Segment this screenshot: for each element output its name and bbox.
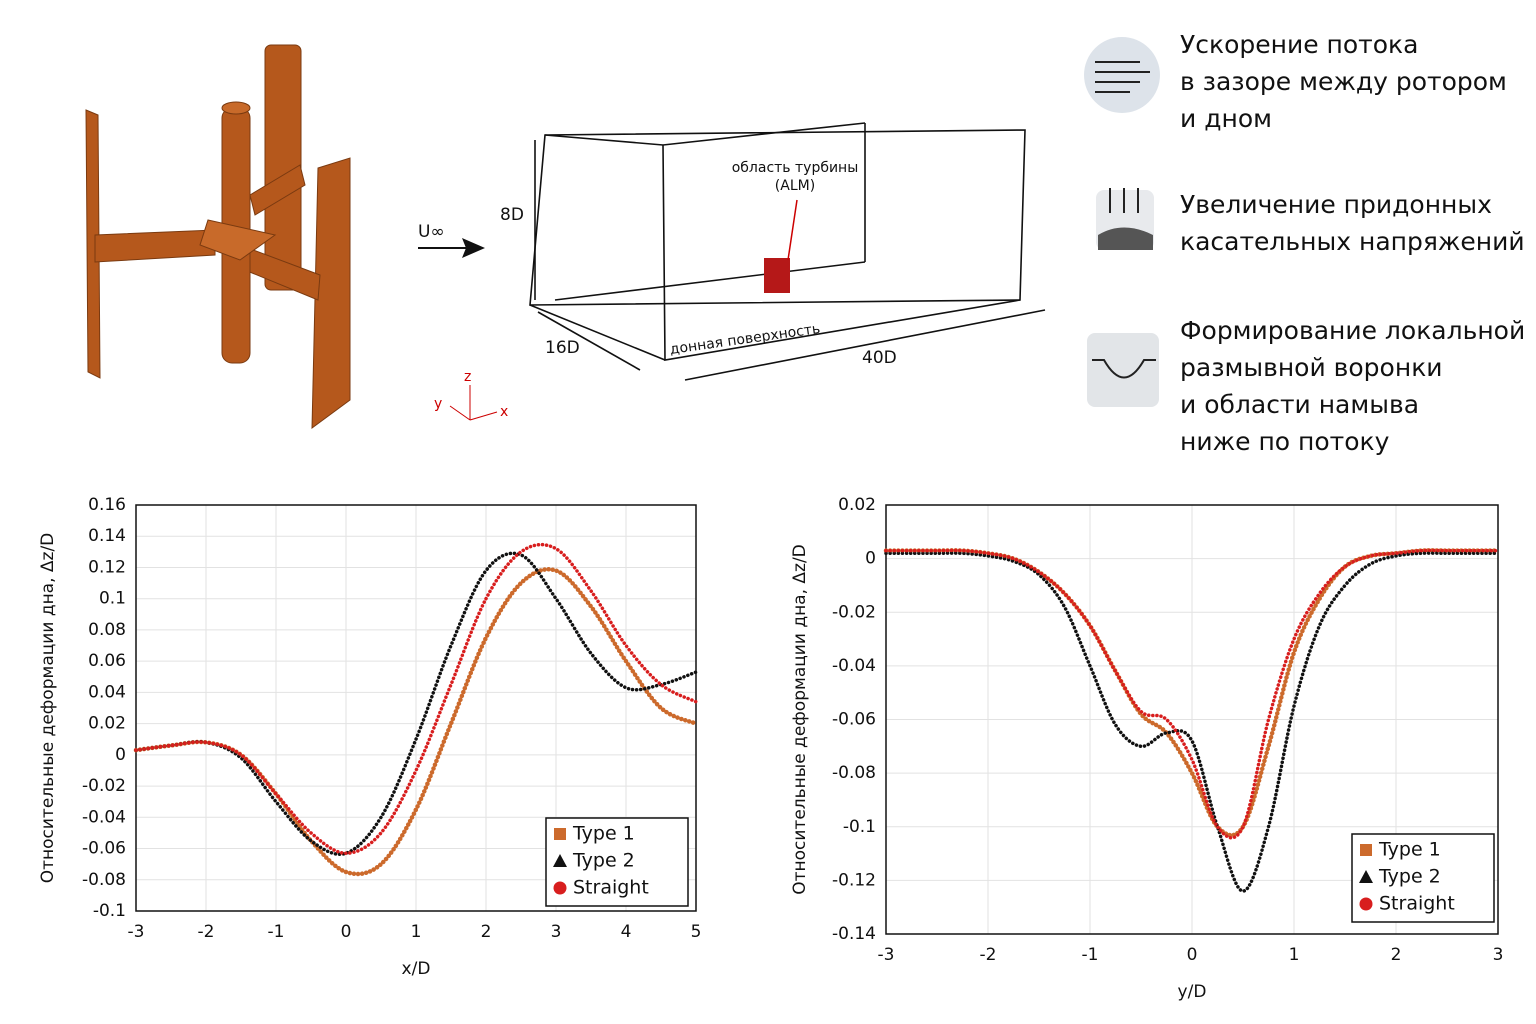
y-tick-label: 0.04 — [88, 682, 126, 702]
note-line: и области намыва — [1180, 390, 1419, 419]
plot-frame — [135, 504, 697, 912]
legend-box — [545, 817, 689, 907]
x-tick-label: -2 — [980, 945, 997, 965]
x-tick-label: 2 — [481, 922, 492, 942]
x-axis-label: x/D — [402, 959, 431, 979]
axis-y: y — [434, 396, 442, 412]
note-line: в зазоре между ротором — [1180, 67, 1507, 96]
legend-marker — [1359, 870, 1373, 883]
y-tick-label: 0 — [115, 745, 126, 765]
y-tick-label: -0.08 — [832, 763, 876, 783]
turbine — [85, 44, 351, 430]
width-label: 16D — [545, 338, 580, 358]
legend-label: Straight — [1379, 893, 1455, 915]
y-tick-label: -0.04 — [832, 656, 876, 676]
y-tick-label: 0.1 — [99, 589, 126, 609]
x-tick-label: 1 — [1289, 945, 1300, 965]
y-tick-label: -0.02 — [82, 776, 126, 796]
legend-box — [1351, 833, 1495, 923]
x-axis-label: y/D — [1178, 982, 1207, 1002]
y-tick-label: -0.04 — [82, 807, 126, 827]
legend-label: Type 2 — [1378, 866, 1441, 888]
note-line: ниже по потоку — [1180, 427, 1390, 456]
legend-marker — [553, 854, 567, 867]
x-tick-label: -1 — [268, 922, 285, 942]
y-tick-label: 0.12 — [88, 557, 126, 577]
note-line: размывной воронки — [1180, 353, 1443, 382]
length-label: 40D — [862, 348, 897, 368]
note-line: касательных напряжений — [1180, 227, 1525, 256]
x-tick-label: -2 — [198, 922, 215, 942]
icons — [1084, 37, 1160, 407]
legend-marker — [1359, 897, 1373, 911]
note-line: Формирование локальной — [1180, 316, 1525, 345]
note-line: Увеличение придонных — [1180, 190, 1492, 219]
x-tick-label: -1 — [1082, 945, 1099, 965]
y-tick-label: 0.16 — [88, 495, 126, 515]
x-tick-label: 5 — [691, 922, 702, 942]
legend-label: Type 1 — [1378, 839, 1441, 861]
legend-marker — [1360, 844, 1372, 856]
x-tick-label: 4 — [621, 922, 632, 942]
y-tick-label: -0.1 — [843, 817, 876, 837]
axis-x: x — [500, 404, 508, 420]
axis-z: z — [464, 369, 471, 385]
y-tick-label: 0.02 — [88, 714, 126, 734]
series-line — [134, 542, 698, 855]
y-axis-label: Относительные деформации дна, Δz/D — [790, 544, 810, 895]
x-tick-label: 3 — [551, 922, 562, 942]
series-line — [884, 548, 1500, 840]
note-line: Ускорение потока — [1180, 30, 1418, 59]
region-label: (ALM) — [775, 178, 815, 194]
y-tick-label: -0.02 — [832, 602, 876, 622]
legend-label: Straight — [573, 877, 649, 899]
y-tick-label: -0.08 — [82, 870, 126, 890]
x-tick-label: -3 — [878, 945, 895, 965]
series-line — [884, 551, 1500, 893]
turbine-region — [764, 258, 790, 293]
x-tick-label: 0 — [341, 922, 352, 942]
y-tick-label: -0.06 — [832, 710, 876, 730]
domain-box — [418, 122, 1046, 421]
legend-label: Type 2 — [572, 850, 635, 872]
y-tick-label: -0.14 — [832, 924, 876, 944]
y-tick-label: -0.1 — [93, 901, 126, 921]
x-tick-label: -3 — [128, 922, 145, 942]
y-tick-label: 0.14 — [88, 526, 126, 546]
y-tick-label: 0.08 — [88, 620, 126, 640]
series-line — [134, 551, 698, 856]
note-line: и дном — [1180, 104, 1272, 133]
x-tick-label: 3 — [1493, 945, 1504, 965]
x-tick-label: 0 — [1187, 945, 1198, 965]
y-tick-label: 0 — [865, 549, 876, 569]
plot-frame — [885, 504, 1499, 935]
x-tick-label: 1 — [411, 922, 422, 942]
y-tick-label: -0.06 — [82, 839, 126, 859]
region-label: область турбины — [732, 160, 859, 176]
legend-marker — [553, 881, 567, 895]
y-tick-label: -0.12 — [832, 870, 876, 890]
legend-marker — [554, 828, 566, 840]
legend-label: Type 1 — [572, 823, 635, 845]
inflow-label: U∞ — [418, 222, 445, 242]
height-label: 8D — [500, 205, 524, 225]
y-tick-label: 0.02 — [838, 495, 876, 515]
x-tick-label: 2 — [1391, 945, 1402, 965]
y-tick-label: 0.06 — [88, 651, 126, 671]
bottom-label: донная поверхность — [669, 321, 821, 358]
y-axis-label: Относительные деформации дна, Δz/D — [38, 533, 58, 884]
